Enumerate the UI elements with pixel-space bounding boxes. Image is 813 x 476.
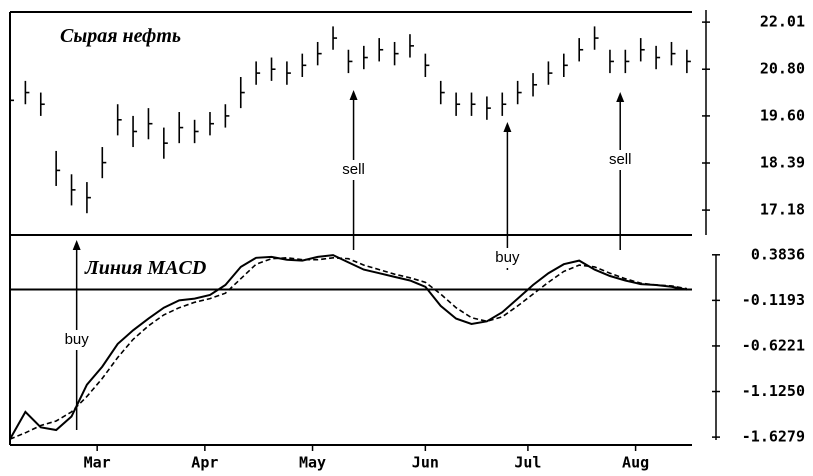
- arrow-head: [616, 92, 625, 102]
- x-tick-label: Aug: [622, 454, 649, 472]
- y-tick-label: 17.18: [760, 201, 805, 219]
- arrow-head: [503, 122, 512, 132]
- panel-title: Сырая нефть: [60, 25, 181, 47]
- x-tick-label: Jun: [412, 454, 439, 472]
- y-tick-label: -1.6279: [742, 428, 805, 446]
- label-bg: [58, 330, 95, 350]
- label-bg: [489, 248, 526, 268]
- signal-label: sell: [342, 161, 365, 178]
- y-tick-label: -0.6221: [742, 336, 805, 354]
- x-tick-label: Apr: [191, 454, 218, 472]
- y-tick-label: -0.1193: [742, 291, 805, 309]
- label-bg: [602, 150, 639, 170]
- y-tick-label: 0.3836: [751, 245, 805, 263]
- macd-line: [9, 256, 688, 440]
- x-tick-label: May: [299, 454, 326, 472]
- x-tick-label: Mar: [84, 454, 111, 472]
- panel-title: Линия MACD: [84, 257, 206, 279]
- macd-line: [9, 254, 688, 440]
- y-tick-label: 22.01: [760, 13, 805, 31]
- x-tick-label: Jul: [514, 454, 541, 472]
- y-tick-label: 20.80: [760, 60, 805, 78]
- y-tick-label: -1.1250: [742, 382, 805, 400]
- y-tick-label: 19.60: [760, 106, 805, 124]
- signal-label: buy: [495, 249, 520, 266]
- arrow-head: [72, 240, 81, 250]
- signal-label: buy: [65, 331, 90, 348]
- label-bg: [335, 160, 372, 180]
- signal-label: sell: [609, 151, 632, 168]
- y-tick-label: 18.39: [760, 154, 805, 172]
- arrow-head: [349, 90, 358, 100]
